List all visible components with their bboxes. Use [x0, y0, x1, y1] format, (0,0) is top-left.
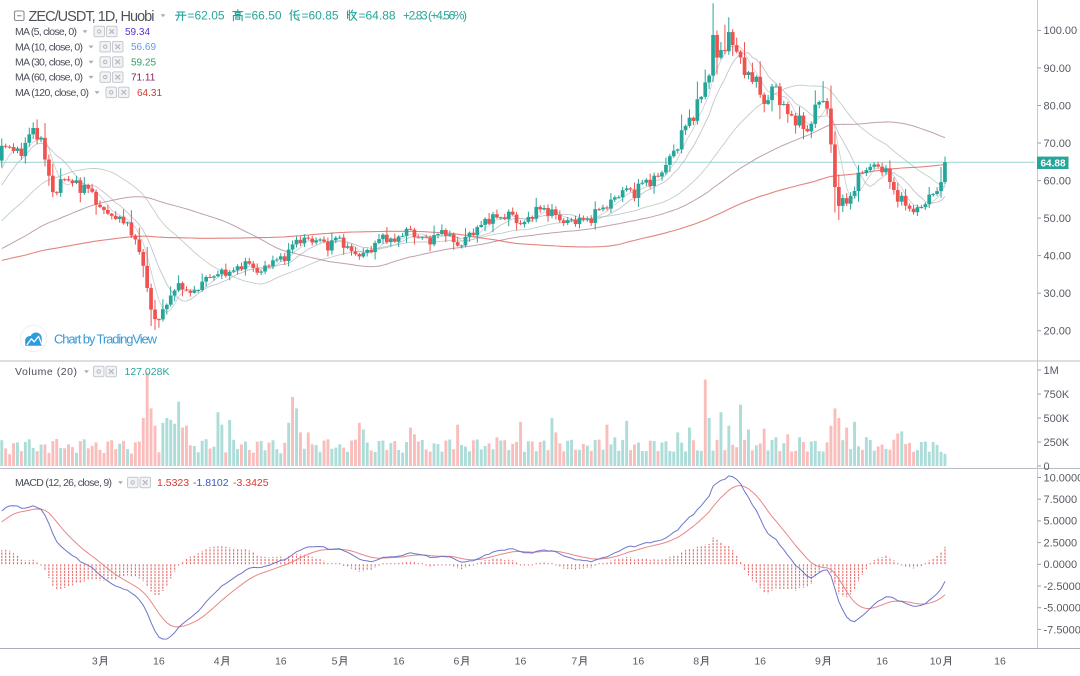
svg-text:=64.88: =64.88: [359, 9, 396, 23]
svg-text:16: 16: [633, 656, 645, 668]
svg-text:MA (120, close, 0): MA (120, close, 0): [15, 87, 89, 99]
svg-text:6: 6: [454, 656, 460, 668]
svg-text:3: 3: [92, 656, 98, 668]
svg-text:59.25: 59.25: [131, 57, 156, 68]
svg-text:-2.5000: -2.5000: [1044, 581, 1080, 593]
svg-text:2.5000: 2.5000: [1044, 537, 1078, 549]
svg-text:100.00: 100.00: [1044, 25, 1078, 37]
svg-text:30.00: 30.00: [1044, 288, 1072, 300]
svg-text:16: 16: [515, 656, 527, 668]
svg-text:0.0000: 0.0000: [1044, 559, 1078, 571]
svg-text:ZEC/USDT, 1D, Huobi: ZEC/USDT, 1D, Huobi: [29, 9, 155, 25]
svg-text:MA (5, close, 0): MA (5, close, 0): [15, 26, 77, 38]
svg-text:16: 16: [275, 656, 287, 668]
svg-text:5: 5: [332, 656, 338, 668]
svg-text:80.00: 80.00: [1044, 100, 1072, 112]
svg-text:9: 9: [815, 656, 821, 668]
svg-text:20.00: 20.00: [1044, 326, 1072, 338]
svg-text:500K: 500K: [1044, 413, 1070, 425]
svg-text:60.00: 60.00: [1044, 175, 1072, 187]
svg-text:MA (30, close, 0): MA (30, close, 0): [15, 57, 83, 69]
svg-text:56.69: 56.69: [131, 42, 156, 53]
svg-text:1.5323: 1.5323: [157, 477, 189, 489]
svg-text:90.00: 90.00: [1044, 63, 1072, 75]
svg-text:64.88: 64.88: [1040, 158, 1065, 169]
svg-text:-1.8102: -1.8102: [193, 477, 229, 489]
svg-text:=60.85: =60.85: [302, 9, 339, 23]
svg-text:16: 16: [994, 656, 1006, 668]
svg-text:4: 4: [214, 656, 220, 668]
svg-text:16: 16: [153, 656, 165, 668]
svg-text:71.11: 71.11: [131, 73, 156, 84]
svg-text:50.00: 50.00: [1044, 213, 1072, 225]
svg-text:MA (10, close, 0): MA (10, close, 0): [15, 41, 83, 53]
svg-text:-7.5000: -7.5000: [1044, 624, 1080, 636]
svg-text:7: 7: [571, 656, 577, 668]
svg-text:70.00: 70.00: [1044, 138, 1072, 150]
svg-text:Volume (20): Volume (20): [15, 366, 77, 378]
svg-text:=66.50: =66.50: [245, 9, 282, 23]
svg-text:+2.83 (+4.56%): +2.83 (+4.56%): [403, 9, 467, 23]
svg-text:10.0000: 10.0000: [1044, 472, 1080, 484]
svg-text:5.0000: 5.0000: [1044, 516, 1078, 528]
svg-text:10: 10: [930, 656, 942, 668]
svg-text:-5.0000: -5.0000: [1044, 603, 1080, 615]
svg-text:127.028K: 127.028K: [125, 366, 170, 378]
svg-text:59.34: 59.34: [125, 27, 150, 38]
svg-text:0: 0: [1044, 461, 1050, 473]
svg-text:8: 8: [693, 656, 699, 668]
svg-text:64.31: 64.31: [137, 88, 162, 99]
svg-text:250K: 250K: [1044, 437, 1070, 449]
svg-text:40.00: 40.00: [1044, 251, 1072, 263]
svg-text:MACD (12, 26, close, 9): MACD (12, 26, close, 9): [15, 477, 112, 489]
svg-text:Chart by TradingView: Chart by TradingView: [54, 331, 158, 346]
svg-text:1M: 1M: [1044, 365, 1059, 377]
svg-text:=62.05: =62.05: [188, 9, 225, 23]
svg-text:750K: 750K: [1044, 389, 1070, 401]
svg-text:16: 16: [754, 656, 766, 668]
svg-text:MA (60, close, 0): MA (60, close, 0): [15, 72, 83, 84]
svg-text:16: 16: [393, 656, 405, 668]
svg-text:-3.3425: -3.3425: [233, 477, 269, 489]
svg-text:7.5000: 7.5000: [1044, 494, 1078, 506]
svg-text:16: 16: [876, 656, 888, 668]
